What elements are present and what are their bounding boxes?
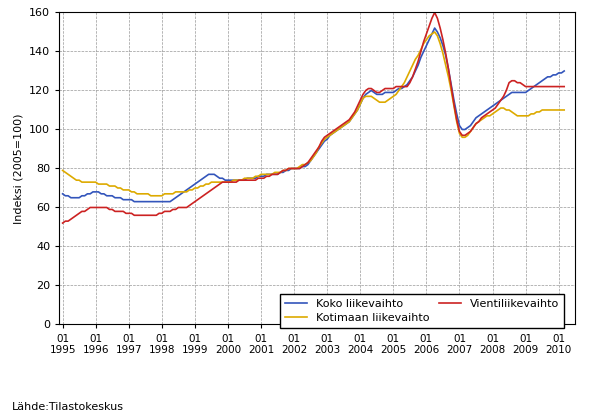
Kotimaan liikevaihto <box>125 188 132 193</box>
Vientiliikevaihto <box>136 213 144 218</box>
Koko liikevaihto <box>59 191 66 196</box>
Vientiliikevaihto <box>313 149 320 154</box>
Y-axis label: Indeksi (2005=100): Indeksi (2005=100) <box>14 113 24 224</box>
Vientiliikevaihto <box>62 219 69 224</box>
Kotimaan liikevaihto <box>560 107 568 112</box>
Kotimaan liikevaihto <box>219 180 226 185</box>
Kotimaan liikevaihto <box>62 170 69 175</box>
Line: Koko liikevaihto: Koko liikevaihto <box>63 28 564 202</box>
Line: Vientiliikevaihto: Vientiliikevaihto <box>63 12 564 223</box>
Legend: Koko liikevaihto, Kotimaan liikevaihto, Vientiliikevaihto: Koko liikevaihto, Kotimaan liikevaihto, … <box>279 294 565 328</box>
Vientiliikevaihto <box>431 10 438 15</box>
Kotimaan liikevaihto <box>315 144 323 149</box>
Kotimaan liikevaihto <box>147 193 154 198</box>
Koko liikevaihto <box>62 193 69 198</box>
Vientiliikevaihto <box>125 211 132 216</box>
Koko liikevaihto <box>277 170 284 175</box>
Vientiliikevaihto <box>59 220 66 225</box>
Vientiliikevaihto <box>560 84 568 89</box>
Text: Lähde:Tilastokeskus: Lähde:Tilastokeskus <box>12 402 124 412</box>
Kotimaan liikevaihto <box>59 168 66 173</box>
Koko liikevaihto <box>130 199 138 204</box>
Koko liikevaihto <box>125 197 132 202</box>
Line: Kotimaan liikevaihto: Kotimaan liikevaihto <box>63 32 564 196</box>
Kotimaan liikevaihto <box>136 191 144 196</box>
Vientiliikevaihto <box>216 181 223 186</box>
Koko liikevaihto <box>315 146 323 151</box>
Kotimaan liikevaihto <box>277 170 284 175</box>
Kotimaan liikevaihto <box>431 30 438 35</box>
Vientiliikevaihto <box>274 172 281 177</box>
Koko liikevaihto <box>431 25 438 30</box>
Koko liikevaihto <box>139 199 146 204</box>
Koko liikevaihto <box>560 69 568 74</box>
Koko liikevaihto <box>219 176 226 181</box>
